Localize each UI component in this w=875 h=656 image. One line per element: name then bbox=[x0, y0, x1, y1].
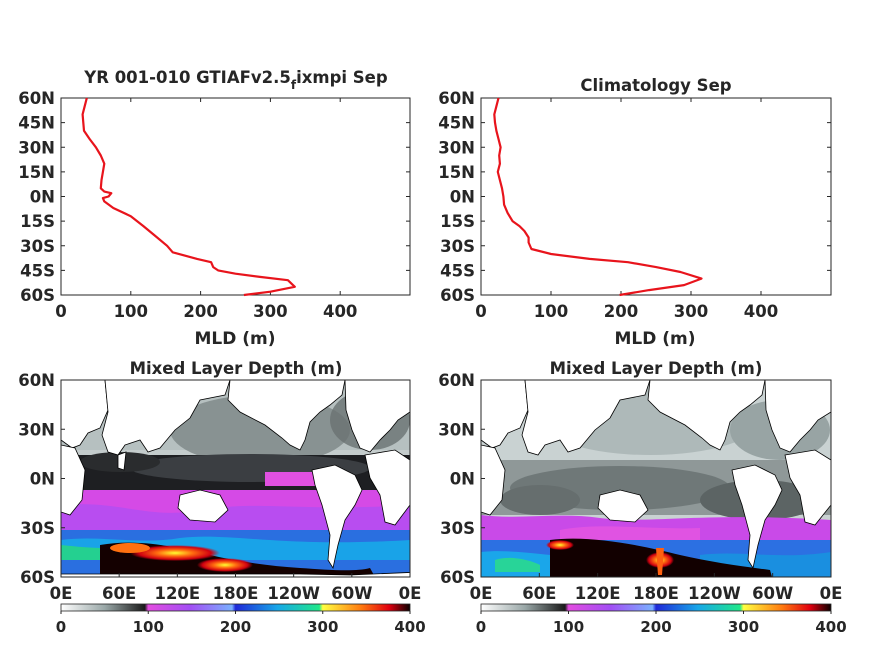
x-tick-label: 0E bbox=[470, 584, 493, 603]
x-axis: 0E 60E 120E 180E 120W 60W 0E bbox=[470, 573, 843, 603]
y-tick-label: 15S bbox=[20, 212, 55, 231]
colorbar-tick-label: 200 bbox=[640, 618, 671, 636]
y-tick-label: 45N bbox=[438, 114, 475, 133]
y-tick-label: 60S bbox=[440, 568, 475, 587]
x-tick-label: 120W bbox=[688, 584, 741, 603]
x-tick-label: 0E bbox=[50, 584, 73, 603]
mld-field bbox=[481, 380, 831, 577]
colorbar-tick-label: 100 bbox=[133, 618, 164, 636]
y-tick-label: 0N bbox=[30, 470, 55, 489]
colorbar-tick-label: 400 bbox=[815, 618, 846, 636]
x-tick-label: 60W bbox=[752, 584, 793, 603]
y-axis: 60N 45N 30N 15N 0N 15S 30S 45S 60S bbox=[18, 89, 410, 305]
y-tick-label: 30N bbox=[18, 420, 55, 439]
x-tick-label: 0E bbox=[399, 584, 422, 603]
plot-frame bbox=[480, 97, 832, 296]
x-tick-label: 200 bbox=[604, 302, 638, 321]
y-tick-label: 30S bbox=[440, 519, 475, 538]
y-tick-label: 60S bbox=[20, 286, 55, 305]
colorbar: 0 100 200 300 400 bbox=[476, 603, 847, 636]
x-axis-label: MLD (m) bbox=[614, 329, 695, 349]
x-tick-label: 100 bbox=[534, 302, 568, 321]
y-tick-label: 60N bbox=[18, 371, 55, 390]
y-tick-label: 60N bbox=[438, 89, 475, 108]
y-tick-label: 30N bbox=[18, 138, 55, 157]
y-tick-label: 30N bbox=[438, 138, 475, 157]
panel-title: Climatology Sep bbox=[580, 76, 731, 95]
x-axis: 0 100 200 300 400 bbox=[475, 98, 778, 321]
y-tick-label: 0N bbox=[30, 188, 55, 207]
x-tick-label: 300 bbox=[253, 302, 287, 321]
x-tick-label: 180E bbox=[213, 584, 259, 603]
colorbar: 0 100 200 300 400 bbox=[56, 603, 426, 636]
colorbar-strip bbox=[60, 603, 411, 612]
x-tick-label: 0E bbox=[820, 584, 843, 603]
continents bbox=[481, 380, 831, 570]
x-axis-label: MLD (m) bbox=[194, 329, 275, 349]
x-tick-label: 400 bbox=[323, 302, 357, 321]
plot-frame bbox=[60, 97, 411, 296]
y-tick-label: 60S bbox=[20, 568, 55, 587]
x-tick-label: 100 bbox=[114, 302, 148, 321]
x-axis: 0 100 200 300 400 bbox=[55, 98, 357, 321]
map-panel-climatology: Mixed Layer Depth (m) bbox=[438, 359, 846, 636]
colorbar-tick-label: 0 bbox=[56, 618, 66, 636]
y-axis: 60N 30N 0N 30S 60S bbox=[18, 371, 65, 587]
x-tick-label: 120W bbox=[267, 584, 320, 603]
continents bbox=[61, 380, 410, 577]
line-panel-climatology: Climatology Sep 60N45N30N15N0N15S30S45S6… bbox=[438, 76, 832, 349]
colorbar-tick-label: 300 bbox=[728, 618, 759, 636]
y-tick-label: 0N bbox=[450, 188, 475, 207]
x-tick-label: 60W bbox=[331, 584, 372, 603]
x-axis: 0E 60E 120E 180E 120W 60W 0E bbox=[50, 573, 422, 603]
y-tick-label: 0N bbox=[450, 470, 475, 489]
x-tick-label: 200 bbox=[183, 302, 217, 321]
y-tick-label: 15N bbox=[438, 163, 475, 182]
line-panel-model: YR 001-010 GTIAFv2.5fixmpi Sep 60N 45N 30N… bbox=[18, 68, 411, 349]
y-tick-label: 15S bbox=[440, 212, 475, 231]
y-tick-label: 30N bbox=[438, 420, 475, 439]
colorbar-tick-label: 400 bbox=[394, 618, 425, 636]
mld-field bbox=[61, 380, 410, 577]
y-tick-label: 60S bbox=[440, 286, 475, 305]
x-tick-label: 0 bbox=[475, 302, 486, 321]
y-tick-label: 30S bbox=[20, 519, 55, 538]
y-tick-label: 15N bbox=[18, 163, 55, 182]
mld-profile-line bbox=[81, 97, 296, 297]
y-tick-label: 30S bbox=[20, 237, 55, 256]
colorbar-tick-label: 300 bbox=[307, 618, 338, 636]
x-tick-label: 0 bbox=[55, 302, 66, 321]
x-tick-label: 120E bbox=[575, 584, 621, 603]
colorbar-tick-label: 0 bbox=[476, 618, 486, 636]
y-tick-label: 60N bbox=[18, 89, 55, 108]
x-tick-label: 60E bbox=[522, 584, 556, 603]
mld-profile-line bbox=[493, 97, 703, 297]
x-tick-label: 400 bbox=[744, 302, 778, 321]
colorbar-tick-label: 100 bbox=[553, 618, 584, 636]
x-tick-label: 300 bbox=[674, 302, 708, 321]
colorbar-strip bbox=[480, 603, 832, 612]
x-tick-label: 120E bbox=[154, 584, 200, 603]
y-tick-label: 45S bbox=[440, 261, 475, 280]
y-tick-label: 30S bbox=[440, 237, 475, 256]
panel-title: Mixed Layer Depth (m) bbox=[550, 359, 763, 378]
y-axis: 60N 45N 30N 15N 0N 15S 30S 45S 60S bbox=[438, 89, 831, 305]
y-tick-label: 45S bbox=[20, 261, 55, 280]
colorbar-tick-label: 200 bbox=[220, 618, 251, 636]
x-tick-label: 180E bbox=[633, 584, 679, 603]
y-tick-label: 60N bbox=[438, 371, 475, 390]
x-tick-label: 60E bbox=[102, 584, 136, 603]
y-tick-label: 45N bbox=[18, 114, 55, 133]
panel-title: YR 001-010 GTIAFv2.5fixmpi Sep bbox=[83, 68, 388, 92]
y-axis: 60N 30N 0N 30S 60S bbox=[438, 371, 485, 587]
panel-title: Mixed Layer Depth (m) bbox=[130, 359, 343, 378]
map-panel-model: Mixed Layer Depth (m) bbox=[18, 359, 425, 636]
